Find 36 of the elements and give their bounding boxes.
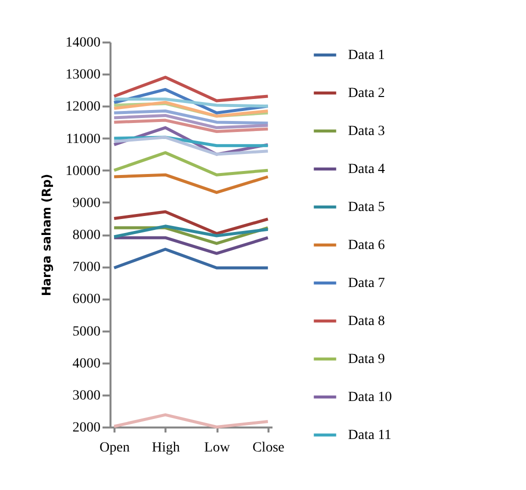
legend-label: Data 6 bbox=[348, 238, 385, 253]
y-tick-label: 6000 bbox=[72, 292, 100, 308]
legend-label: Data 1 bbox=[348, 48, 385, 63]
legend-label: Data 11 bbox=[348, 428, 392, 443]
y-tick-label: 12000 bbox=[66, 100, 100, 115]
y-tick-label: 8000 bbox=[72, 228, 100, 243]
line-series bbox=[112, 109, 270, 125]
legend-label: Data 10 bbox=[348, 390, 392, 405]
y-tick-label: 14000 bbox=[66, 36, 100, 50]
y-tick-label: 2000 bbox=[72, 420, 100, 436]
y-tick-label: 13000 bbox=[66, 68, 100, 83]
y-tick-label: 11000 bbox=[66, 132, 100, 147]
x-tick-label: High bbox=[152, 440, 180, 456]
y-tick-label: 3000 bbox=[72, 388, 100, 404]
y-tick-label: 9000 bbox=[72, 196, 100, 211]
line-series bbox=[112, 136, 270, 156]
legend-label: Data 5 bbox=[348, 200, 385, 215]
legend-label: Data 2 bbox=[348, 86, 385, 101]
x-tick-label: Close bbox=[252, 440, 284, 456]
legend-label: Data 4 bbox=[348, 162, 385, 177]
line-series bbox=[112, 114, 270, 130]
x-tick-label: Low bbox=[204, 440, 231, 456]
legend-label: Data 3 bbox=[348, 124, 385, 139]
line-series bbox=[112, 210, 270, 236]
y-tick-label: 7000 bbox=[72, 260, 100, 276]
legend-label: Data 7 bbox=[348, 276, 385, 291]
legend-label: Data 8 bbox=[348, 314, 385, 329]
legend-label: Data 9 bbox=[348, 352, 385, 367]
y-tick-label: 4000 bbox=[72, 356, 100, 372]
y-tick-label: 10000 bbox=[66, 164, 100, 179]
x-tick-label: Open bbox=[99, 440, 130, 456]
line-series bbox=[112, 413, 270, 428]
line-series bbox=[112, 118, 270, 134]
y-axis-title: Harga saham (Rp) bbox=[40, 174, 54, 296]
line-series bbox=[112, 224, 270, 238]
y-tick-label: 5000 bbox=[72, 324, 100, 340]
